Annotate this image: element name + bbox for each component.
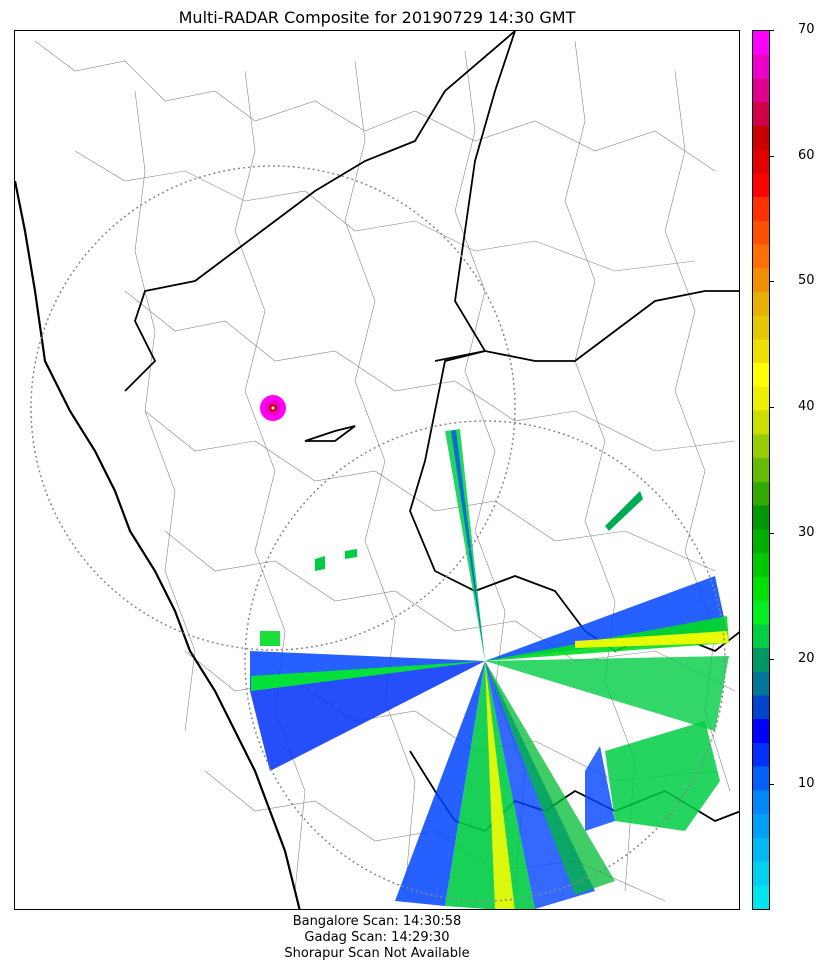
colorbar-tick-label: 10: [798, 776, 815, 792]
radar-map: [14, 30, 740, 910]
state-boundaries: [124, 31, 739, 833]
chart-title: Multi-RADAR Composite for 20190729 14:30…: [178, 8, 576, 27]
colorbar-tick-mark: [770, 281, 774, 283]
scan-status-footer: Bangalore Scan: 14:30:58 Gadag Scan: 14:…: [14, 914, 740, 962]
colorbar-tick-label: 60: [798, 147, 815, 163]
colorbar-tick-label: 40: [798, 399, 815, 415]
colorbar-tick-label: 50: [798, 273, 815, 289]
gadag-scan-time: Gadag Scan: 14:29:30: [304, 930, 450, 945]
colorbar-tick-label: 70: [798, 22, 815, 37]
colorbar-tick-mark: [770, 532, 774, 534]
colorbar-tick-mark: [770, 658, 774, 660]
colorbar-tick-mark: [770, 30, 774, 31]
colorbar: [752, 30, 770, 910]
range-rings: [30, 165, 726, 902]
bangalore-scan-time: Bangalore Scan: 14:30:58: [292, 914, 462, 929]
colorbar-tick-label: 30: [798, 524, 815, 540]
colorbar-tick-label: 20: [798, 650, 815, 666]
gadag-radar-marker: [260, 395, 286, 421]
colorbar-tick-mark: [770, 407, 774, 409]
map-canvas: [15, 31, 739, 909]
colorbar-tick-mark: [770, 155, 774, 157]
shorapur-scan-status: Shorapur Scan Not Available: [284, 946, 470, 961]
colorbar-tick-mark: [770, 784, 774, 786]
radar-echoes: [250, 429, 729, 909]
